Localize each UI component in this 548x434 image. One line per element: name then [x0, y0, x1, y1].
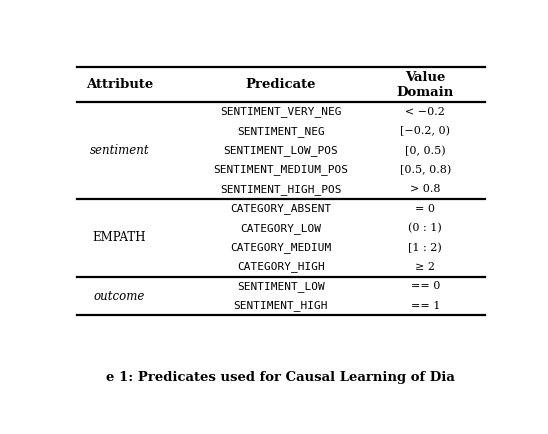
Text: CATEGORY_MEDIUM: CATEGORY_MEDIUM	[230, 242, 332, 253]
Text: SENTIMENT_HIGH: SENTIMENT_HIGH	[233, 300, 328, 311]
Text: [1 : 2): [1 : 2)	[408, 243, 442, 253]
Text: CATEGORY_ABSENT: CATEGORY_ABSENT	[230, 204, 332, 214]
Text: CATEGORY_LOW: CATEGORY_LOW	[241, 223, 321, 233]
Text: SENTIMENT_LOW_POS: SENTIMENT_LOW_POS	[224, 145, 338, 156]
Text: = 0: = 0	[415, 204, 435, 214]
Text: [0, 0.5): [0, 0.5)	[405, 145, 446, 156]
Text: > 0.8: > 0.8	[410, 184, 441, 194]
Text: EMPATH: EMPATH	[93, 231, 146, 244]
Text: == 0: == 0	[410, 281, 440, 291]
Text: [0.5, 0.8): [0.5, 0.8)	[399, 165, 451, 175]
Text: e 1: Predicates used for Causal Learning of Dia: e 1: Predicates used for Causal Learning…	[106, 372, 455, 385]
Text: SENTIMENT_NEG: SENTIMENT_NEG	[237, 126, 325, 137]
Text: == 1: == 1	[410, 301, 440, 311]
Text: Value
Domain: Value Domain	[397, 71, 454, 99]
Text: ≥ 2: ≥ 2	[415, 262, 435, 272]
Text: SENTIMENT_VERY_NEG: SENTIMENT_VERY_NEG	[220, 106, 341, 117]
Text: Predicate: Predicate	[246, 78, 316, 91]
Text: CATEGORY_HIGH: CATEGORY_HIGH	[237, 262, 325, 273]
Text: SENTIMENT_HIGH_POS: SENTIMENT_HIGH_POS	[220, 184, 341, 195]
Text: SENTIMENT_LOW: SENTIMENT_LOW	[237, 281, 325, 292]
Text: [−0.2, 0): [−0.2, 0)	[400, 126, 450, 136]
Text: < −0.2: < −0.2	[406, 107, 445, 117]
Text: outcome: outcome	[94, 289, 145, 302]
Text: (0 : 1): (0 : 1)	[408, 223, 442, 233]
Text: SENTIMENT_MEDIUM_POS: SENTIMENT_MEDIUM_POS	[213, 164, 349, 175]
Text: Attribute: Attribute	[86, 78, 153, 91]
Text: sentiment: sentiment	[90, 144, 149, 157]
